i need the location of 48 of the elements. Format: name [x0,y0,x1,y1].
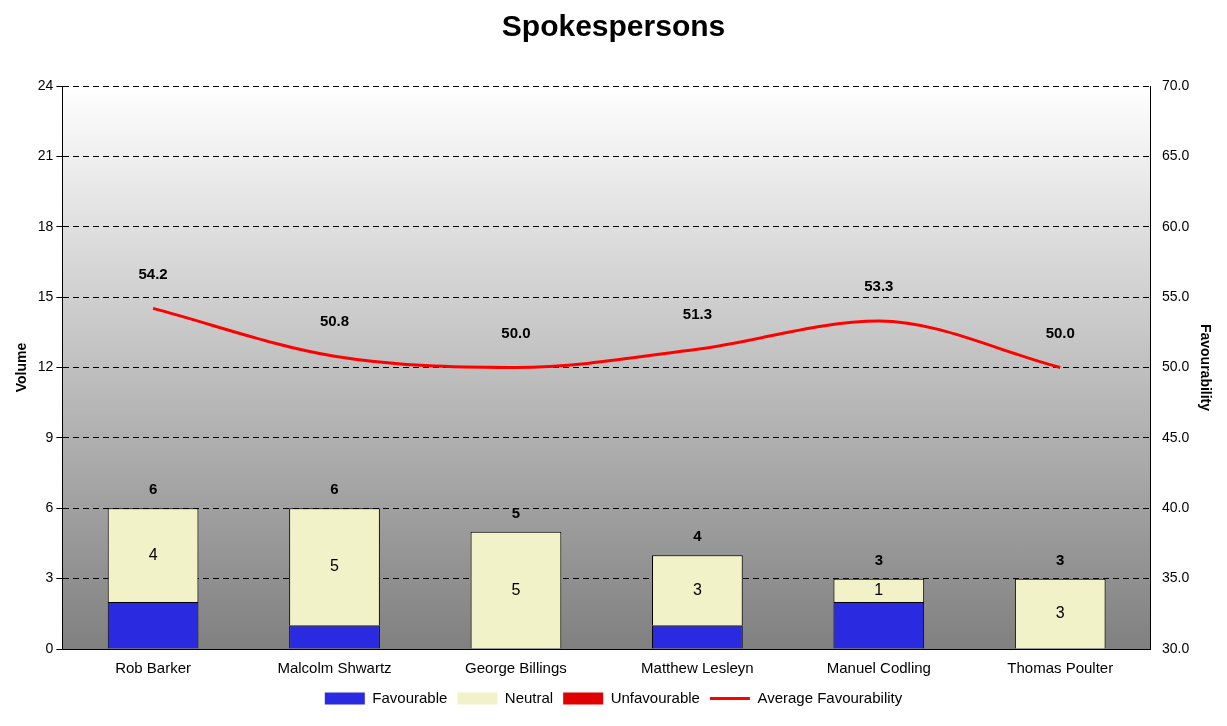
data-label: 5 [511,580,521,598]
y2-axis-title: Favourability [1197,323,1214,412]
y2-tick-label: 50.0 [1161,358,1190,375]
legend-label: Neutral [504,688,554,706]
y-tick-label: 0 [45,639,54,656]
y2-tick-label: 45.0 [1161,428,1190,445]
y-axis-title: Volume [13,342,30,393]
total-label: 3 [874,550,883,568]
total-label: 6 [148,480,158,498]
data-label: 50.8 [319,312,350,330]
y2-tick-label: 65.0 [1161,147,1190,164]
data-label: 1 [874,580,884,598]
y-tick-label: 21 [37,147,54,164]
x-tick-label: Manuel Codling [826,659,931,677]
x-tick-label: George Billings [465,659,567,677]
legend-label: Unfavourable [610,688,700,706]
y-tick-label: 12 [37,358,54,375]
y2-tick-label: 70.0 [1161,76,1190,93]
y2-tick-label: 60.0 [1161,217,1190,234]
y-tick-label: 18 [37,217,54,234]
chart-title: Spokespersons [501,9,726,43]
data-label: 50.0 [1045,323,1075,341]
legend-label: Average Favourability [757,688,903,706]
x-tick-label: Rob Barker [115,659,192,677]
total-label: 4 [693,527,703,545]
y-tick-label: 9 [45,428,54,445]
data-label: 51.3 [682,305,712,323]
y2-tick-label: 40.0 [1161,499,1190,516]
x-tick-label: Matthew Lesleyn [641,659,754,677]
data-label: 3 [1055,603,1065,621]
y2-tick-label: 30.0 [1161,639,1190,656]
x-tick-label: Thomas Poulter [1007,659,1114,677]
y-tick-label: 6 [45,499,54,516]
legend-label: Favourable [372,688,448,706]
data-label: 54.2 [138,264,168,282]
y2-tick-label: 35.0 [1161,569,1190,586]
x-tick-label: Malcolm Shwartz [277,659,392,677]
data-label: 50.0 [501,323,531,341]
y-tick-label: 15 [37,287,54,304]
y-tick-label: 3 [45,569,54,586]
total-label: 6 [330,480,339,498]
total-label: 3 [1056,550,1065,568]
data-label: 53.3 [864,277,894,295]
data-label: 3 [692,580,702,598]
y2-tick-label: 55.0 [1161,287,1190,304]
y-tick-label: 24 [37,76,54,93]
data-label: 4 [148,545,158,563]
data-label: 5 [330,557,340,575]
